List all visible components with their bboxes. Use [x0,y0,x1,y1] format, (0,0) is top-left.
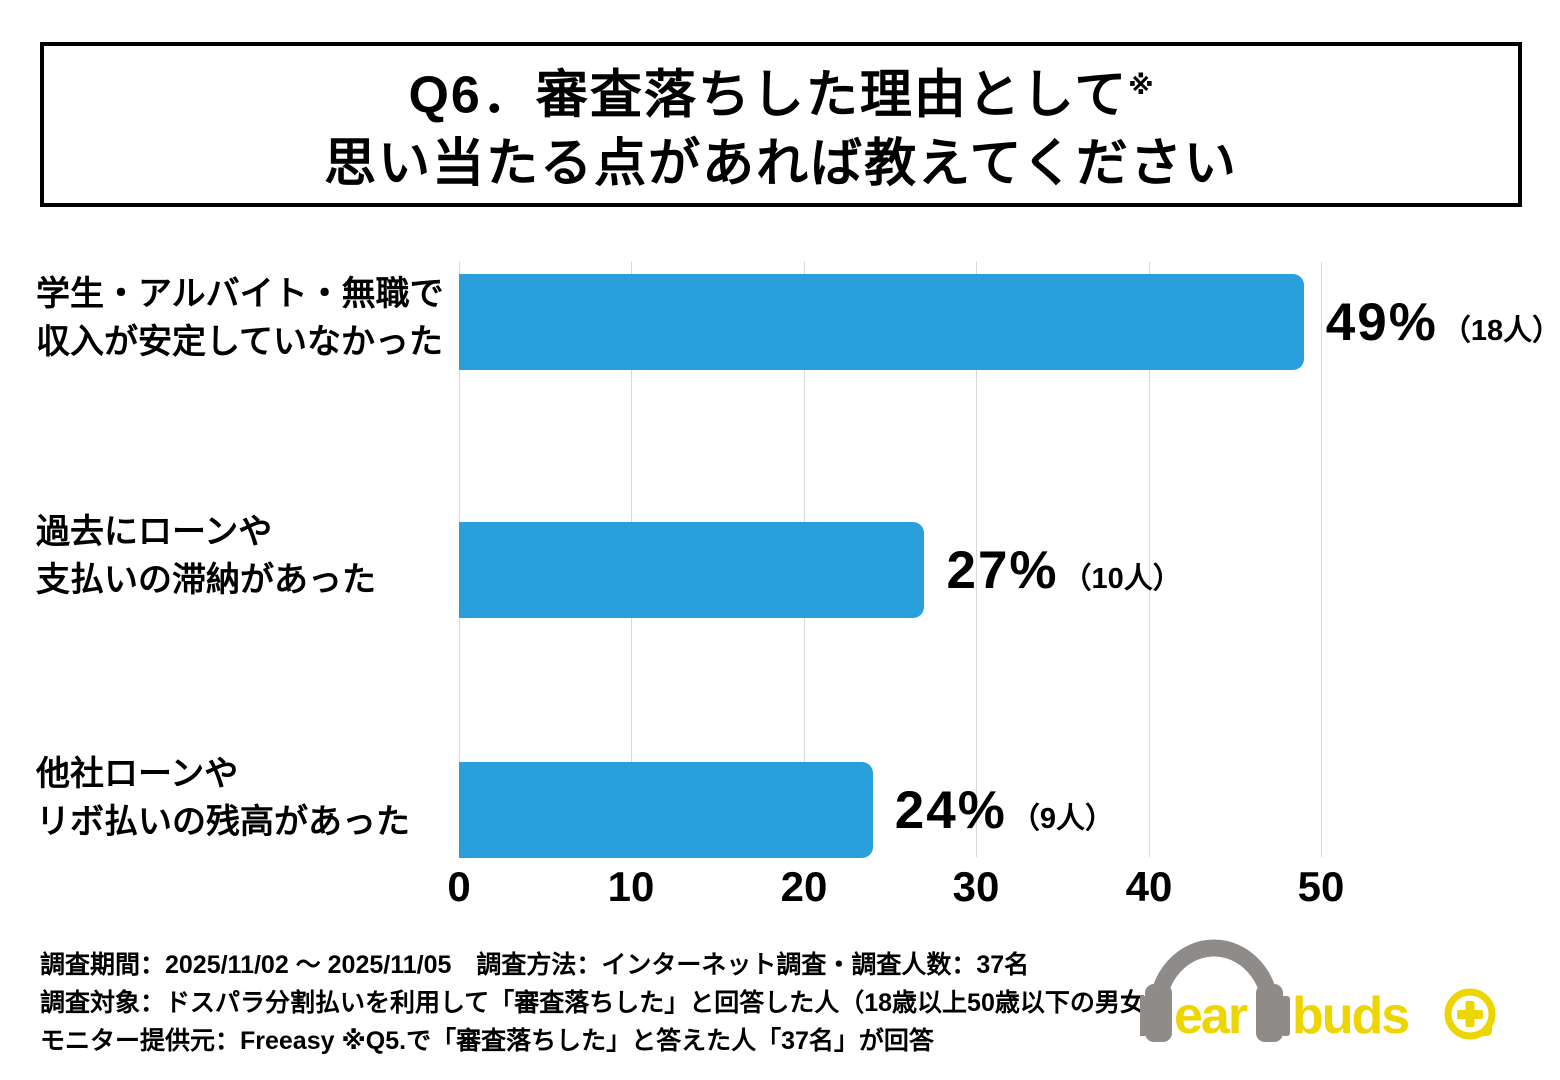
question-title-line1-text: Q6．審査落ちした理由として [408,66,1129,125]
category-label-1: 学生・アルバイト・無職で 収入が安定していなかった [36,270,456,366]
bar-row-3: 24% （9人） [459,762,1114,858]
logo-text-ear: ear [1174,987,1248,1045]
logo-graphics [1140,939,1496,1042]
value-label-2: 27% （10人） [946,540,1181,601]
gridline-40 [1149,262,1150,857]
value-label-1: 49% （18人） [1326,292,1560,353]
survey-note-line1: 調査期間：2025/11/02 ～ 2025/11/05 調査方法：インターネッ… [40,951,1030,979]
question-title-line2: 思い当たる点があれば教えてください [324,134,1238,193]
value-label-3: 24% （9人） [895,780,1114,841]
survey-note-line3: モニター提供元：Freeasy ※Q5.で「審査落ちした」と答えた人「37名」が… [40,1027,934,1055]
bar-3 [459,762,873,858]
value-pct-2: 27% [946,540,1059,600]
x-axis: 0 10 20 30 40 50 [447,863,1499,914]
category-label-2-line2: 支払いの滞納があった [36,561,376,599]
logo-text-buds: buds [1292,987,1410,1045]
headphones-icon [1140,939,1290,1042]
gridline-30 [976,262,977,857]
earbuds-plus-logo: ear buds [1140,916,1510,1066]
value-pct-3: 24% [894,780,1007,840]
x-tick-0: 0 [447,863,471,910]
plus-circle-icon [1444,988,1496,1040]
bar-row-1: 49% （18人） [459,274,1560,370]
title-footnote-mark: ※ [1128,70,1154,101]
survey-note-line2: 調査対象：ドスパラ分割払いを利用して「審査落ちした」と回答した人（18歳以上50… [40,989,1170,1017]
category-label-3-line1: 他社ローンや [36,755,239,793]
value-pct-1: 49% [1325,292,1438,352]
category-label-1-line1: 学生・アルバイト・無職で [36,275,444,313]
category-label-2-line1: 過去にローンや [36,513,273,551]
category-label-3-line2: リボ払いの残高があった [36,803,410,841]
bar-chart-plot-area: 49% （18人） 27% （10人） 24% （9人） [459,262,1560,858]
category-label-2: 過去にローンや 支払いの滞納があった [36,508,456,604]
category-label-3: 他社ローンや リボ払いの残高があった [36,750,456,846]
value-count-3: （9人） [1010,802,1114,835]
x-tick-10: 10 [607,863,655,910]
bar-2 [459,522,925,618]
x-tick-20: 20 [780,863,828,910]
x-tick-40: 40 [1125,863,1173,910]
question-title-line1: Q6．審査落ちした理由として※ [408,51,1153,129]
category-label-1-line2: 収入が安定していなかった [36,323,443,361]
gridline-50 [1321,262,1322,857]
bar-row-2: 27% （10人） [459,522,1182,618]
x-tick-30: 30 [952,863,1000,910]
survey-notes: 調査期間：2025/11/02 ～ 2025/11/05 調査方法：インターネッ… [40,946,1170,1060]
bar-1 [459,274,1304,370]
x-tick-50: 50 [1297,863,1345,910]
question-title-box: Q6．審査落ちした理由として※ 思い当たる点があれば教えてください [40,42,1522,207]
value-count-2: （10人） [1062,562,1182,595]
value-count-1: （18人） [1441,314,1560,347]
